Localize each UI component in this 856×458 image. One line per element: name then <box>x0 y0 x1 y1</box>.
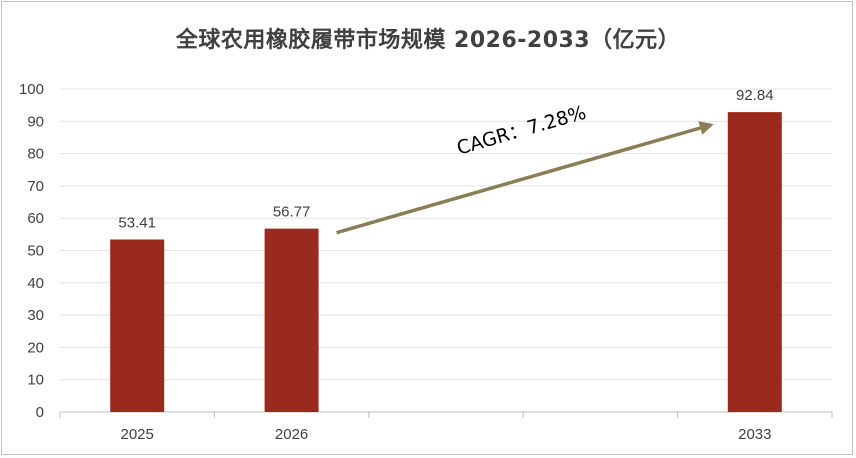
y-tick-label: 80 <box>27 146 44 163</box>
y-tick-label: 20 <box>27 339 44 356</box>
data-label-2026: 56.77 <box>273 204 311 221</box>
y-tick-label: 40 <box>27 275 44 292</box>
x-tick-label: 2033 <box>738 426 771 443</box>
x-tick-label: 2025 <box>121 426 154 443</box>
cagr-arrow-head <box>698 121 714 135</box>
data-label-2025: 53.41 <box>118 214 156 231</box>
y-tick-label: 100 <box>19 81 44 98</box>
cagr-arrow-line <box>336 126 701 235</box>
bar-2026 <box>264 228 319 412</box>
data-labels: 53.41 56.77 92.84 <box>118 87 773 231</box>
x-tick-label: 2026 <box>275 426 308 443</box>
y-tick-label: 60 <box>27 210 44 227</box>
y-tick-label: 30 <box>27 307 44 324</box>
y-tick-label: 50 <box>27 243 44 260</box>
y-tick-label: 10 <box>27 372 44 389</box>
cagr-label: CAGR：7.28% <box>454 102 588 160</box>
bars <box>110 112 782 412</box>
bar-2025 <box>110 239 165 412</box>
chart-title: 全球农用橡胶履带市场规模 2026-2033（亿元） <box>175 28 681 53</box>
y-tick-label: 70 <box>27 178 44 195</box>
y-axis-ticks: 0 10 20 30 40 50 60 70 80 90 100 <box>19 81 44 421</box>
x-axis-ticks: 2025 2026 2033 <box>121 426 772 443</box>
y-tick-label: 0 <box>36 404 44 421</box>
bar-2033 <box>727 112 782 412</box>
gridlines <box>59 88 833 418</box>
data-label-2033: 92.84 <box>736 87 774 104</box>
y-tick-label: 90 <box>27 113 44 130</box>
